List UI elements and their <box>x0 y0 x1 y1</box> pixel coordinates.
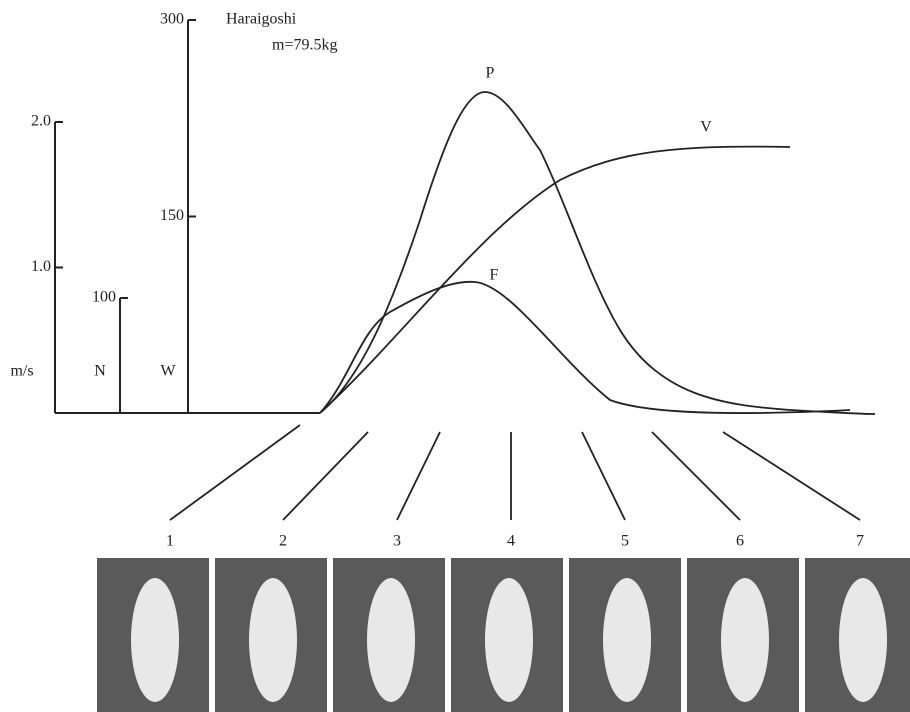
title: Haraigoshi <box>226 11 297 28</box>
axis-unit: m/s <box>10 363 33 380</box>
frame-number: 3 <box>393 533 401 550</box>
tick-label: 1.0 <box>31 258 51 275</box>
subtitle: m=79.5kg <box>272 37 337 54</box>
photo-figure <box>603 578 651 702</box>
tick-label: 2.0 <box>31 113 51 130</box>
photo-figure <box>721 578 769 702</box>
tick-label: 300 <box>160 11 184 28</box>
curve-label: V <box>700 119 712 136</box>
photo-figure <box>131 578 179 702</box>
photo-figure <box>367 578 415 702</box>
frame-number: 5 <box>621 533 629 550</box>
axis-unit: W <box>160 363 176 380</box>
leader-lines <box>170 425 860 520</box>
tick-label: 100 <box>92 289 116 306</box>
curve-label: P <box>486 65 495 82</box>
frame-number: 7 <box>856 533 864 550</box>
tick-label: 150 <box>160 207 184 224</box>
curve-p <box>320 92 875 414</box>
frame-number: 1 <box>166 533 174 550</box>
figure: Haraigoshi m=79.5kg m/s 1.0 2.0 N 100 W 150 300… <box>0 0 910 712</box>
photo-figure <box>249 578 297 702</box>
frame-number: 4 <box>507 533 515 550</box>
photo-figure <box>485 578 533 702</box>
curve-v <box>320 147 790 413</box>
curve-f <box>320 282 850 413</box>
frame-number: 2 <box>279 533 287 550</box>
photo-figure <box>839 578 887 702</box>
curve-label: F <box>490 267 499 284</box>
frame-number: 6 <box>736 533 744 550</box>
axis-unit: N <box>94 363 106 380</box>
